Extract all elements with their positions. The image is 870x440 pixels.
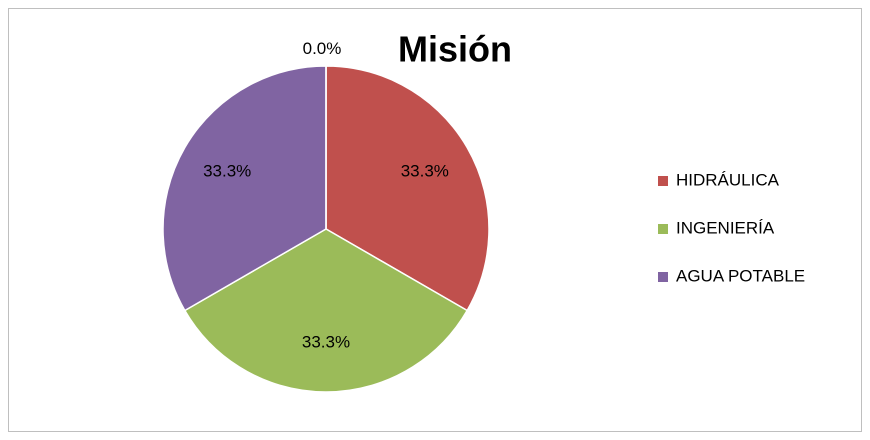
legend-swatch — [658, 176, 668, 186]
chart-title: Misión — [398, 29, 512, 70]
data-label: 33.3% — [401, 161, 449, 180]
legend-swatch — [658, 272, 668, 282]
data-label: 33.3% — [302, 333, 350, 352]
legend-label: HIDRÁULICA — [676, 170, 780, 189]
legend-label: AGUA POTABLE — [676, 266, 805, 285]
legend-label: INGENIERÍA — [676, 218, 775, 237]
legend-swatch — [658, 224, 668, 234]
data-label: 33.3% — [203, 161, 251, 180]
pie-slice — [325, 65, 490, 312]
data-label: 0.0% — [303, 39, 342, 58]
pie-slice — [162, 65, 327, 312]
pie-slice — [183, 228, 469, 393]
